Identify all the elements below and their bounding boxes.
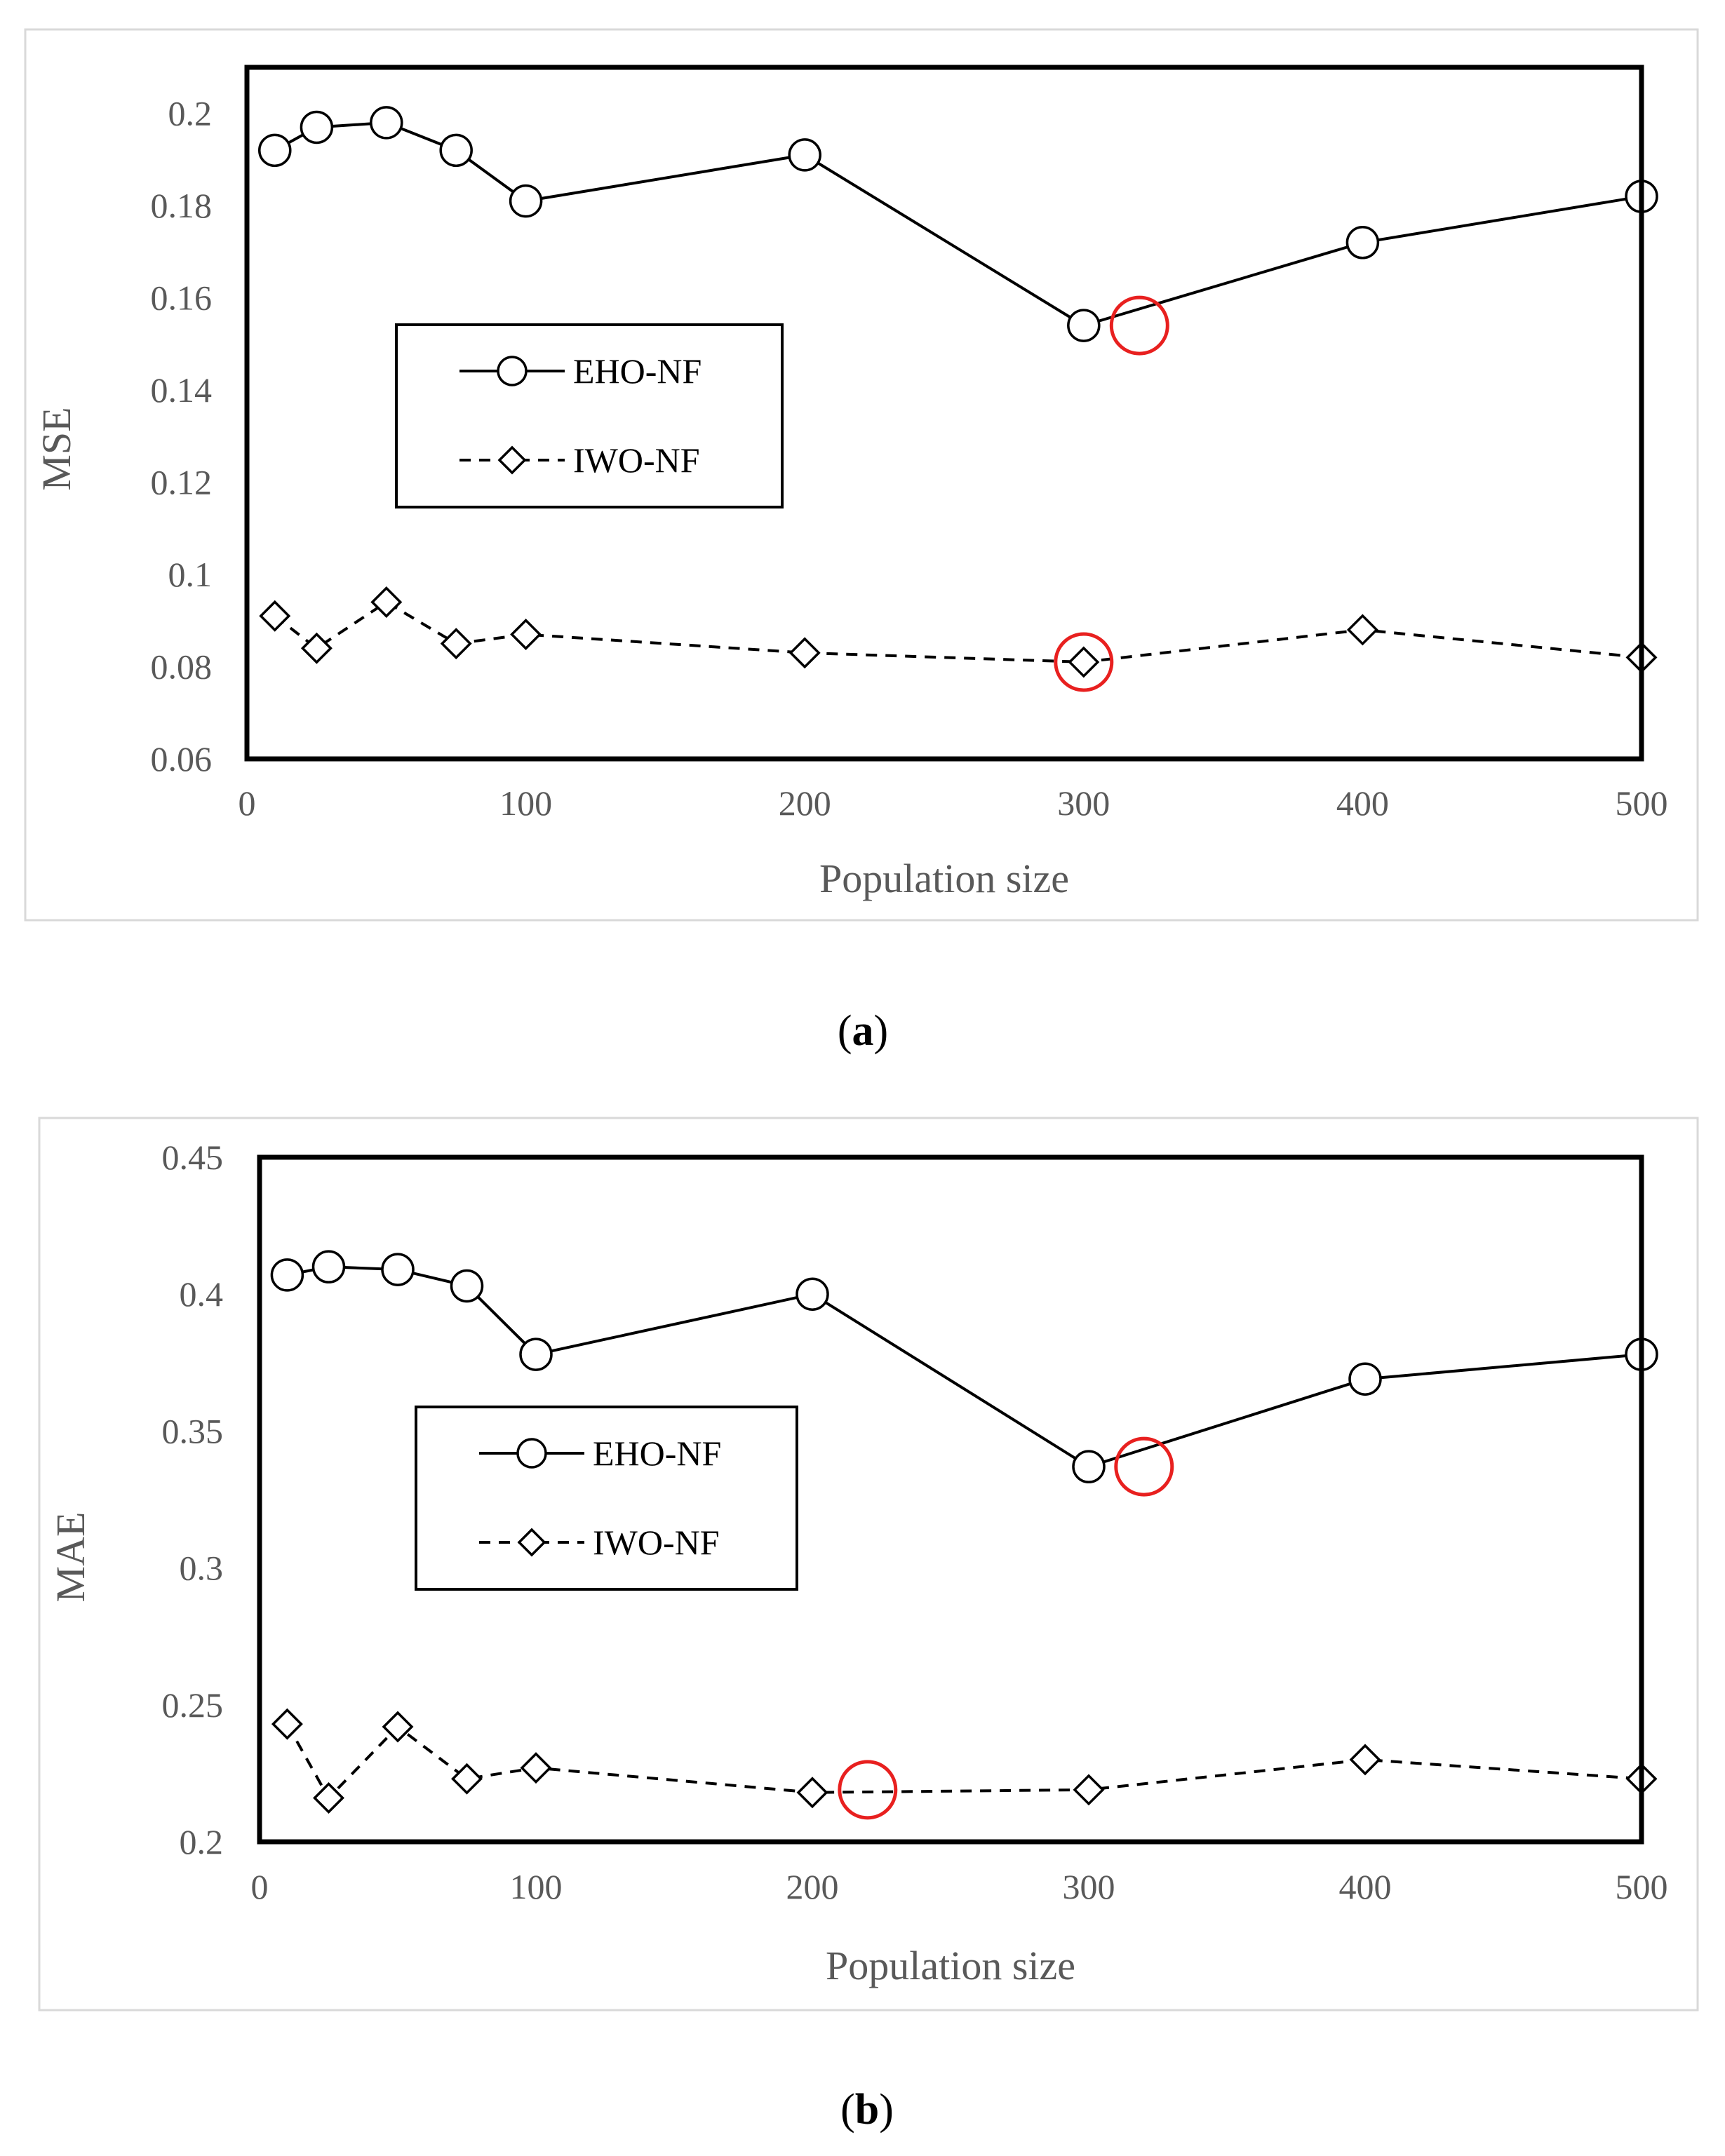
- legend-label-iwo-nf: IWO-NF: [593, 1523, 720, 1562]
- data-point-iwo-nf: [259, 600, 291, 632]
- y-tick-label: 0.06: [151, 739, 213, 779]
- legend-marker-eho-nf: [497, 356, 528, 386]
- chart-b-svg: 0.2 0.25 0.3 0.35 0.4 0.45 0 100 200 300 400 500 Pop…: [38, 1117, 1699, 2134]
- series-line-iwo-nf: [274, 600, 1642, 663]
- legend-label-iwo-nf: IWO-NF: [573, 440, 700, 480]
- data-point-iwo-nf: [271, 1708, 303, 1740]
- y-tick-label: 0.45: [162, 1138, 224, 1177]
- data-point-iwo-nf: [1073, 1774, 1105, 1806]
- data-point-iwo-nf: [796, 1777, 828, 1809]
- chart-panel-b: 0.2 0.25 0.3 0.35 0.4 0.45 0 100 200 300 400 500 Pop…: [0, 1094, 1725, 2156]
- data-point-eho-nf: [1067, 309, 1101, 342]
- y-tick-label: 0.08: [151, 647, 213, 687]
- plot-area-border: [257, 1154, 1644, 1845]
- y-axis-title: MSE: [34, 407, 79, 490]
- y-tick-label: 0.18: [151, 186, 213, 225]
- data-point-eho-nf: [311, 1250, 346, 1284]
- y-tick-label: 0.12: [151, 463, 213, 502]
- x-tick-label: 400: [1339, 1867, 1392, 1906]
- data-point-eho-nf: [788, 138, 821, 172]
- legend-marker-eho-nf: [516, 1438, 547, 1469]
- x-tick-label: 400: [1336, 783, 1389, 823]
- x-tick-label: 100: [499, 783, 552, 823]
- x-tick-label: 0: [251, 1867, 269, 1906]
- data-point-eho-nf: [519, 1338, 553, 1371]
- x-tick-label: 300: [1063, 1867, 1115, 1906]
- data-point-eho-nf: [258, 133, 292, 168]
- data-point-iwo-nf: [1068, 646, 1100, 678]
- data-point-iwo-nf: [1346, 614, 1378, 646]
- legend-label-eho-nf: EHO-NF: [573, 351, 702, 391]
- legend-marker-iwo-nf: [497, 445, 527, 475]
- x-tick-label: 300: [1057, 783, 1110, 823]
- data-point-iwo-nf: [382, 1711, 414, 1743]
- figure-caption: (a): [838, 1007, 888, 1055]
- data-point-eho-nf: [450, 1269, 484, 1303]
- data-point-eho-nf: [381, 1253, 415, 1286]
- data-point-iwo-nf: [300, 632, 333, 664]
- data-point-eho-nf: [370, 106, 403, 140]
- data-point-eho-nf: [1072, 1450, 1106, 1483]
- y-tick-label: 0.4: [180, 1274, 224, 1314]
- y-tick-label: 0.1: [168, 555, 213, 594]
- data-point-eho-nf: [509, 184, 543, 218]
- legend-box: [415, 1406, 798, 1591]
- y-tick-label: 0.14: [151, 370, 213, 410]
- y-tick-label: 0.35: [162, 1411, 224, 1450]
- y-tick-label: 0.2: [168, 94, 213, 133]
- x-tick-label: 0: [239, 783, 256, 823]
- data-point-eho-nf: [270, 1258, 304, 1292]
- data-point-eho-nf: [1348, 1362, 1382, 1396]
- data-point-iwo-nf: [510, 619, 542, 650]
- x-tick-label: 500: [1616, 783, 1668, 823]
- legend-label-eho-nf: EHO-NF: [593, 1434, 721, 1473]
- data-point-eho-nf: [796, 1277, 829, 1311]
- x-tick-label: 200: [779, 783, 831, 823]
- data-point-iwo-nf: [313, 1782, 344, 1814]
- y-axis-title: MAE: [48, 1512, 93, 1603]
- chart-a-svg: 0.06 0.08 0.1 0.12 0.14 0.16 0.18 0.2 0 100 200 300…: [24, 28, 1699, 1055]
- data-point-eho-nf: [439, 133, 473, 168]
- x-tick-label: 500: [1616, 1867, 1668, 1906]
- highlight-circle: [1054, 632, 1114, 692]
- legend-marker-iwo-nf: [517, 1528, 546, 1557]
- x-tick-label: 100: [510, 1867, 563, 1906]
- highlight-circle: [1114, 1436, 1174, 1497]
- legend-box: [395, 323, 784, 508]
- y-tick-label: 0.25: [162, 1685, 224, 1725]
- figure-caption: (b): [840, 2086, 894, 2134]
- chart-frame: [38, 1117, 1699, 2012]
- y-tick-label: 0.16: [151, 278, 213, 318]
- data-point-eho-nf: [300, 110, 334, 144]
- highlight-circle: [1109, 295, 1169, 356]
- y-tick-label: 0.2: [180, 1822, 224, 1861]
- highlight-circle: [838, 1760, 898, 1820]
- x-axis-title: Population size: [819, 856, 1069, 901]
- y-tick-label: 0.3: [180, 1549, 224, 1588]
- plot-area-border: [244, 65, 1644, 762]
- chart-frame: [24, 28, 1699, 922]
- data-point-iwo-nf: [1349, 1744, 1381, 1776]
- x-tick-label: 200: [786, 1867, 839, 1906]
- x-axis-title: Population size: [826, 1943, 1075, 1988]
- data-point-iwo-nf: [440, 628, 472, 660]
- data-point-iwo-nf: [520, 1752, 552, 1784]
- chart-panel-a: 0.06 0.08 0.1 0.12 0.14 0.16 0.18 0.2 0 100 200 300…: [24, 28, 1699, 1055]
- data-point-iwo-nf: [451, 1763, 483, 1795]
- data-point-iwo-nf: [788, 637, 821, 669]
- data-point-eho-nf: [1345, 226, 1380, 260]
- data-point-iwo-nf: [370, 586, 403, 618]
